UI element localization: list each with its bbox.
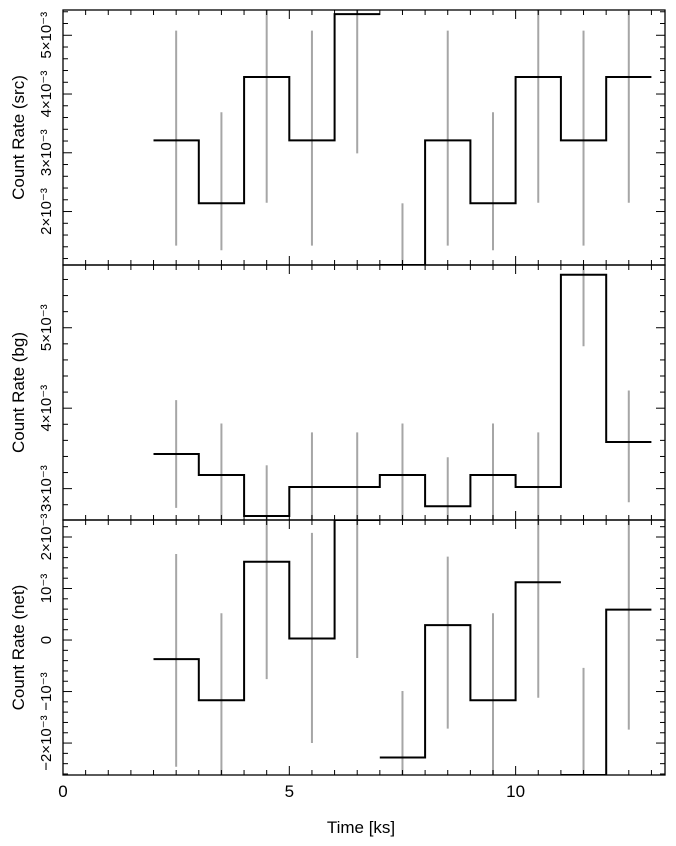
- y-axis-label-src: Count Rate (src): [9, 75, 28, 200]
- x-tick-label: 10: [506, 782, 525, 801]
- series-line-net: [153, 520, 380, 702]
- y-tick-label: 5×10⁻³: [38, 304, 55, 351]
- panel-frame: [62, 9, 666, 266]
- y-tick-label: 3×10⁻³: [38, 465, 55, 512]
- series-line-bg: [153, 273, 652, 517]
- series-line-src: [379, 76, 652, 265]
- y-tick-label: 3×10⁻³: [38, 129, 55, 176]
- x-axis-label: Time [ks]: [327, 818, 395, 837]
- y-tick-label: 2×10⁻³: [38, 188, 55, 235]
- y-tick-label: 10⁻³: [38, 574, 55, 604]
- plot-area-src: [153, 10, 652, 265]
- y-tick-label: 4×10⁻³: [38, 385, 55, 432]
- panel-src: 2×10⁻³ 3×10⁻³ 4×10⁻³ 5×10⁻³ Count Rate (src): [9, 9, 666, 266]
- panel-bg: 3×10⁻³ 4×10⁻³ 5×10⁻³ Count Rate (bg): [9, 264, 666, 521]
- series-line-src: [153, 13, 380, 205]
- y-axis-label-bg: Count Rate (bg): [9, 332, 28, 453]
- y-tick-label: −10⁻³: [38, 672, 55, 710]
- y-tick-label: −2×10⁻³: [38, 715, 55, 770]
- x-tick-label: 0: [58, 782, 67, 801]
- y-tick-label: 0: [38, 636, 55, 644]
- plot-area-bg: [153, 265, 652, 520]
- panel-net: −2×10⁻³ −10⁻³ 0 10⁻³ 2×10⁻³ Count Rate (net): [9, 514, 666, 776]
- panel-frame: [62, 519, 666, 776]
- y-tick-label: 4×10⁻³: [38, 71, 55, 118]
- series-line-net: [560, 608, 652, 775]
- y-tick-label: 2×10⁻³: [38, 514, 55, 561]
- plot-area-net: [153, 520, 652, 775]
- y-axis-label-net: Count Rate (net): [9, 585, 28, 711]
- panel-frame: [62, 264, 666, 521]
- x-tick-label: 5: [285, 782, 294, 801]
- y-tick-label: 5×10⁻³: [38, 12, 55, 59]
- series-line-net: [379, 581, 561, 759]
- panels: 2×10⁻³ 3×10⁻³ 4×10⁻³ 5×10⁻³ Count Rate (src)…: [9, 9, 666, 801]
